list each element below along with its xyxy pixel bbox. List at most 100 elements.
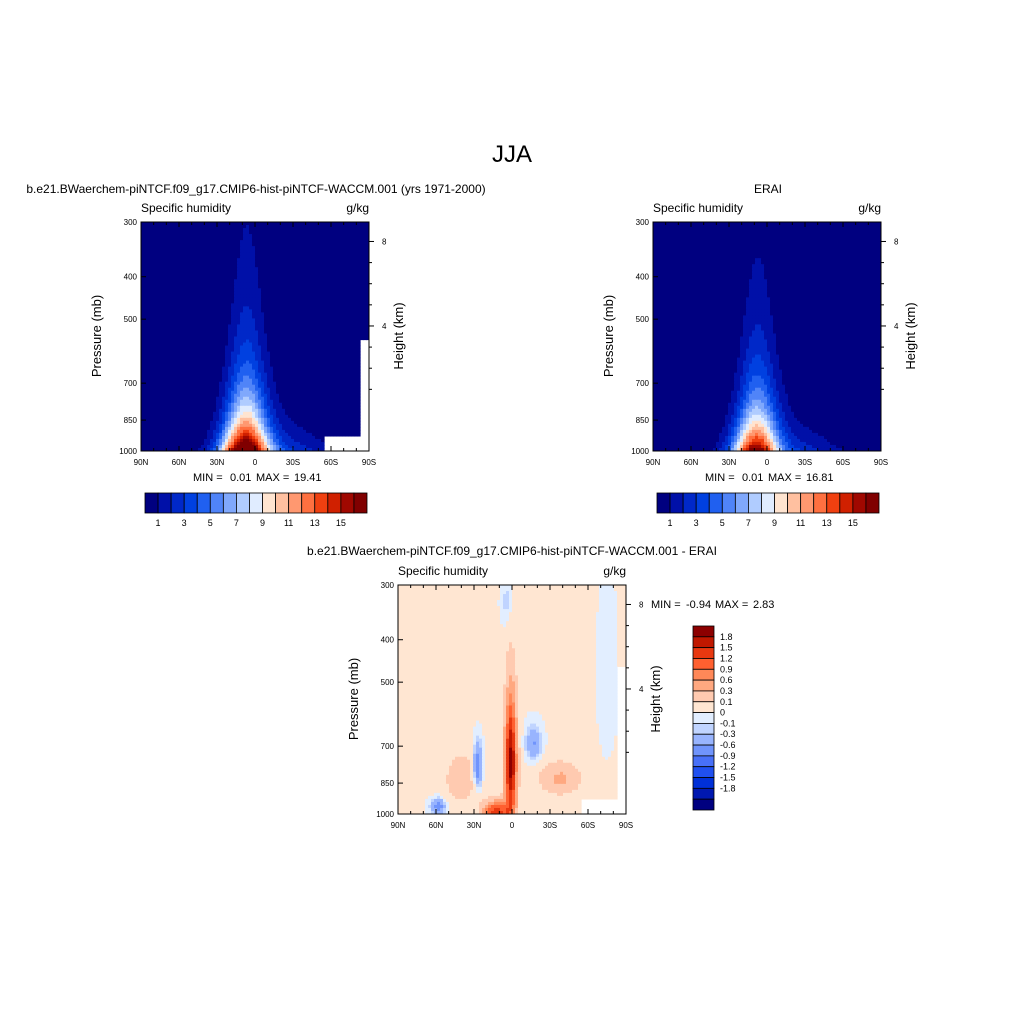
field-cell bbox=[297, 372, 301, 377]
field-cell bbox=[225, 411, 229, 416]
field-cell bbox=[327, 414, 331, 419]
field-cell bbox=[321, 225, 325, 229]
field-cell bbox=[207, 420, 211, 425]
field-cell bbox=[297, 264, 301, 268]
field-cell bbox=[234, 240, 238, 244]
field-cell bbox=[294, 414, 298, 419]
field-cell bbox=[201, 336, 205, 341]
field-cell bbox=[213, 273, 217, 277]
field-cell bbox=[168, 417, 172, 422]
field-cell bbox=[174, 357, 178, 362]
field-cell bbox=[219, 315, 223, 320]
field-cell bbox=[156, 273, 160, 277]
field-cell bbox=[324, 291, 328, 295]
field-cell bbox=[351, 339, 355, 344]
field-cell bbox=[297, 384, 301, 389]
field-cell bbox=[159, 408, 163, 413]
field-cell bbox=[207, 279, 211, 283]
field-cell bbox=[354, 294, 358, 298]
field-cell bbox=[366, 297, 369, 301]
field-cell bbox=[159, 375, 163, 380]
field-cell bbox=[246, 372, 250, 377]
field-cell bbox=[318, 270, 322, 274]
field-cell bbox=[165, 336, 169, 341]
field-cell bbox=[231, 420, 235, 425]
field-cell bbox=[234, 372, 238, 377]
field-cell bbox=[216, 252, 220, 256]
field-cell bbox=[234, 354, 238, 359]
field-cell bbox=[210, 318, 214, 323]
field-cell bbox=[318, 396, 322, 401]
field-cell bbox=[324, 300, 328, 304]
field-cell bbox=[297, 306, 301, 310]
field-cell bbox=[171, 348, 175, 353]
field-cell bbox=[147, 378, 151, 383]
field-cell bbox=[315, 378, 319, 383]
field-cell bbox=[360, 300, 364, 304]
field-cell bbox=[273, 321, 277, 326]
field-cell bbox=[171, 222, 175, 226]
field-cell bbox=[177, 246, 181, 250]
field-cell bbox=[330, 285, 334, 289]
field-cell bbox=[171, 243, 175, 247]
field-cell bbox=[309, 243, 313, 247]
field-cell bbox=[231, 411, 235, 416]
field-cell bbox=[342, 234, 346, 238]
field-cell bbox=[231, 225, 235, 229]
field-cell bbox=[294, 354, 298, 359]
field-cell bbox=[297, 297, 301, 301]
field-cell bbox=[348, 396, 352, 401]
field-cell bbox=[354, 312, 358, 316]
field-cell bbox=[213, 348, 217, 353]
field-cell bbox=[345, 336, 349, 341]
field-cell bbox=[363, 252, 367, 256]
field-cell bbox=[231, 255, 235, 259]
field-cell bbox=[330, 303, 334, 307]
field-cell bbox=[177, 264, 181, 268]
field-cell bbox=[255, 309, 259, 313]
field-cell bbox=[354, 234, 358, 238]
field-cell bbox=[225, 417, 229, 422]
field-cell bbox=[180, 282, 184, 286]
field-cell bbox=[228, 351, 232, 356]
field-cell bbox=[303, 336, 307, 341]
field-cell bbox=[348, 303, 352, 307]
field-cell bbox=[297, 279, 301, 283]
field-cell bbox=[306, 369, 310, 374]
field-cell bbox=[255, 345, 259, 350]
field-cell bbox=[186, 240, 190, 244]
field-cell bbox=[168, 330, 172, 335]
field-cell bbox=[270, 258, 274, 262]
field-cell bbox=[324, 222, 328, 226]
field-cell bbox=[252, 246, 256, 250]
field-cell bbox=[291, 273, 295, 277]
field-cell bbox=[255, 417, 259, 422]
field-cell bbox=[273, 363, 277, 368]
field-cell bbox=[273, 420, 277, 425]
field-cell bbox=[141, 372, 145, 377]
field-cell bbox=[219, 405, 223, 410]
field-cell bbox=[354, 399, 358, 404]
field-cell bbox=[348, 249, 352, 253]
field-cell bbox=[201, 285, 205, 289]
field-cell bbox=[318, 258, 322, 262]
field-cell bbox=[207, 249, 211, 253]
field-cell bbox=[339, 300, 343, 304]
field-cell bbox=[345, 258, 349, 262]
field-cell bbox=[240, 420, 244, 425]
field-cell bbox=[159, 384, 163, 389]
field-cell bbox=[165, 348, 169, 353]
field-cell bbox=[339, 342, 343, 347]
field-cell bbox=[258, 402, 262, 407]
field-cell bbox=[189, 381, 193, 386]
field-cell bbox=[312, 357, 316, 362]
field-cell bbox=[186, 303, 190, 307]
field-cell bbox=[288, 351, 292, 356]
field-cell bbox=[357, 255, 361, 259]
field-cell bbox=[252, 396, 256, 401]
field-cell bbox=[198, 420, 202, 425]
field-cell bbox=[141, 273, 145, 277]
field-cell bbox=[204, 324, 208, 329]
field-cell bbox=[207, 240, 211, 244]
field-cell bbox=[213, 234, 217, 238]
